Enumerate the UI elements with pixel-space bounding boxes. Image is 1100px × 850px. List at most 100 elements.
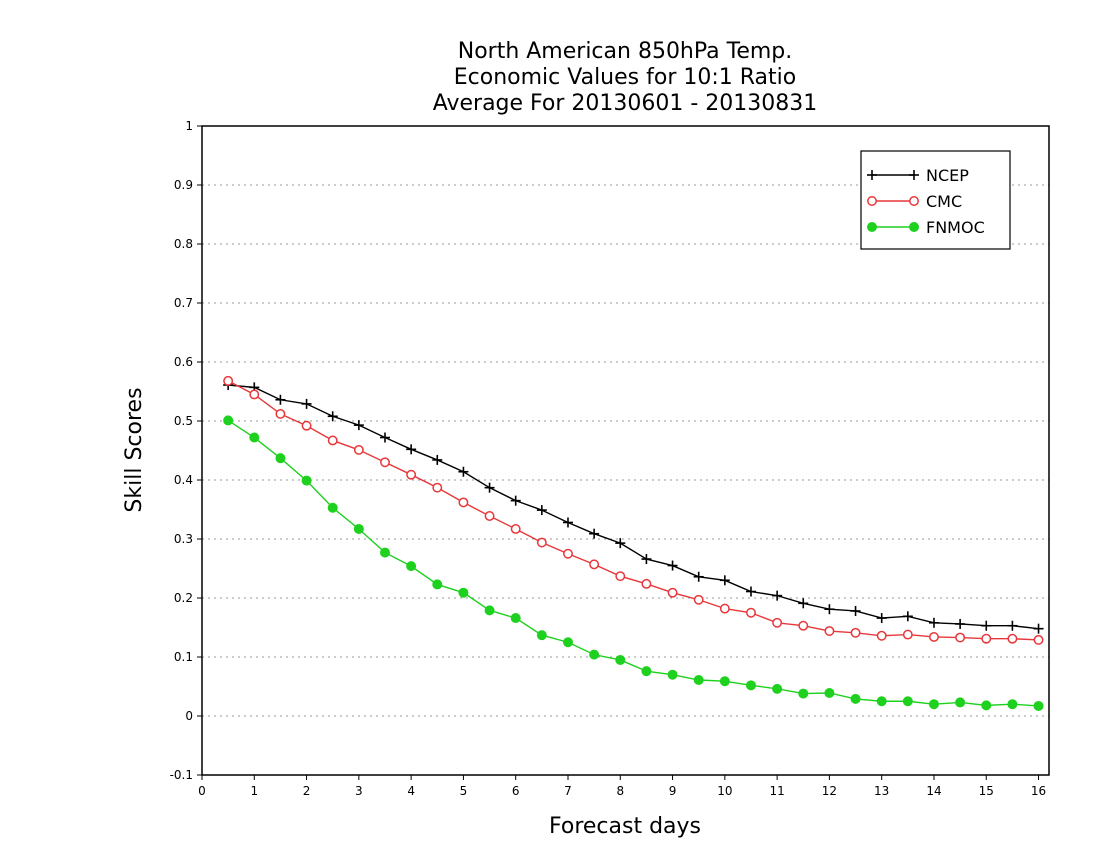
data-point-fnmoc [484,605,495,616]
data-point-cmc [249,389,260,400]
legend-marker-cmc [867,196,877,206]
data-point-cmc [798,620,809,631]
data-point-fnmoc [275,453,286,464]
x-tick-label: 12 [822,784,837,798]
axis-ticks: -0.100.10.20.30.40.50.60.70.80.910 1 2 3 4 5 6… [170,119,1047,798]
data-point-fnmoc [510,613,521,624]
data-point-fnmoc [589,649,600,660]
data-point-fnmoc [223,415,234,426]
data-point-cmc [641,578,652,589]
data-point-fnmoc [327,502,338,513]
data-point-ncep [458,466,469,477]
data-point-fnmoc [458,587,469,598]
data-point-fnmoc [850,693,861,704]
data-point-cmc [667,587,678,598]
data-point-cmc [746,607,756,618]
data-point-ncep [406,444,417,455]
legend-item-cmc: CMC [867,192,962,211]
data-point-cmc [353,444,364,455]
legend-marker-cmc [909,196,919,206]
data-point-ncep [562,517,573,528]
data-point-ncep [876,613,887,624]
data-point-cmc [510,524,521,534]
y-tick-label: 0.6 [174,355,193,369]
data-point-fnmoc [432,579,443,590]
data-point-fnmoc [955,697,966,708]
data-point-fnmoc [641,666,652,677]
legend-label-cmc: CMC [926,192,962,211]
data-point-fnmoc [745,680,756,691]
data-point-cmc [432,482,443,493]
data-point-cmc [719,603,730,614]
data-point-ncep [1007,620,1018,631]
x-axis-title: Forecast days [549,814,701,839]
y-tick-label: 0.7 [174,296,193,310]
data-point-fnmoc [876,696,887,707]
data-point-cmc [1033,634,1044,645]
data-point-cmc [955,632,966,643]
chart-title: North American 850hPa Temp. Economic Val… [433,39,818,116]
data-point-ncep [745,586,756,597]
x-tick-label: 4 [407,784,415,798]
data-point-ncep [667,560,678,571]
data-point-fnmoc [379,547,390,558]
data-point-cmc [563,548,573,559]
legend-marker-fnmoc [909,222,919,232]
data-point-fnmoc [824,687,835,698]
data-point-ncep [536,505,547,516]
data-point-cmc [301,420,312,431]
data-point-fnmoc [798,688,809,699]
y-tick-label: 1 [185,119,193,133]
data-point-ncep [615,538,626,549]
data-point-ncep [824,604,835,615]
y-tick-label: 0 [185,709,193,723]
x-tick-label: 13 [874,784,889,798]
data-point-fnmoc [615,654,626,665]
legend-marker-ncep [909,170,919,180]
title-line-1: North American 850hPa Temp. [458,39,793,64]
legend: NCEP CMC FNMOC [860,150,1011,250]
x-tick-label: 1 [250,784,258,798]
y-tick-label: 0.8 [174,237,193,251]
data-point-ncep [928,617,939,628]
data-point-cmc [876,630,887,641]
data-point-ncep [353,420,364,431]
title-line-3: Average For 20130601 - 20130831 [433,91,818,116]
data-point-cmc [693,594,704,605]
data-point-fnmoc [1033,700,1044,711]
series-cmc [223,375,1044,645]
x-tick-label: 7 [564,784,572,798]
data-point-fnmoc [693,675,704,686]
data-point-ncep [379,432,390,443]
data-point-ncep [850,605,861,616]
x-tick-label: 9 [669,784,677,798]
y-tick-label: 0.5 [174,414,193,428]
data-point-cmc [458,497,469,508]
legend-label-fnmoc: FNMOC [926,218,985,237]
data-point-cmc [275,408,286,419]
data-point-fnmoc [406,561,417,572]
data-point-fnmoc [667,669,678,680]
data-point-cmc [981,633,992,644]
series-ncep [223,380,1044,634]
data-point-fnmoc [536,630,547,641]
y-tick-label: 0.1 [174,650,193,664]
x-tick-label: 6 [512,784,520,798]
x-tick-label: 14 [926,784,941,798]
x-tick-label: 10 [717,784,732,798]
legend-marker-ncep [867,170,877,180]
data-point-fnmoc [772,683,783,694]
y-tick-label: 0.2 [174,591,193,605]
data-point-cmc [223,375,234,386]
series-layer [223,375,1044,711]
data-point-fnmoc [981,700,992,711]
plot-frame [201,125,1050,776]
data-point-cmc [824,626,835,636]
data-point-ncep [301,398,312,409]
data-point-ncep [641,554,652,565]
data-point-cmc [1007,633,1018,644]
data-point-cmc [615,571,626,582]
y-tick-label: 0.3 [174,532,193,546]
